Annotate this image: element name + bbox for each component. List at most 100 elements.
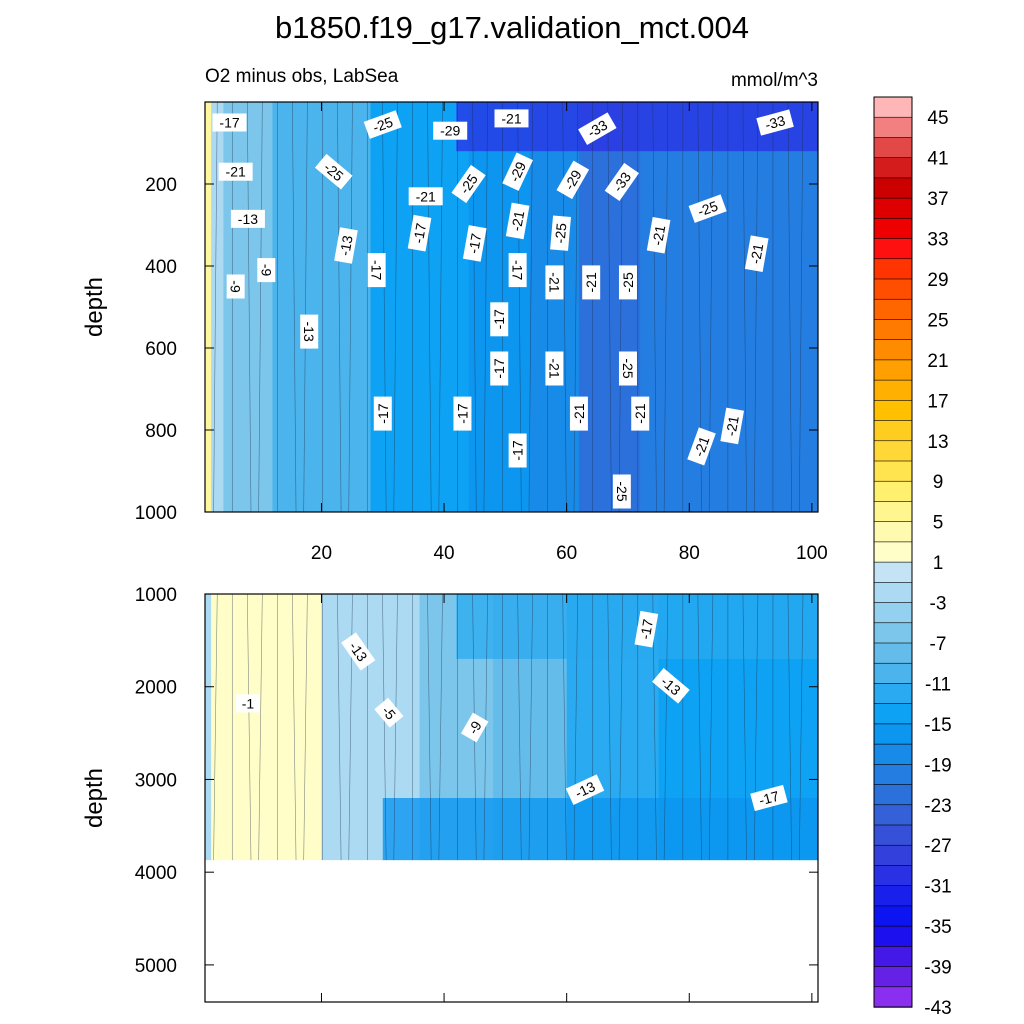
colorbar-box [873, 784, 913, 806]
colorbar-box [873, 319, 913, 341]
svg-text:-13: -13 [301, 321, 317, 341]
contour-line [246, 593, 252, 861]
colorbar-box [873, 662, 913, 685]
svg-text:-29: -29 [440, 123, 460, 139]
contour-label: -13 [300, 314, 319, 349]
contour-line [303, 101, 308, 513]
svg-text:-21: -21 [747, 242, 766, 265]
y-tick-label: 2000 [135, 678, 177, 699]
contour-line [258, 101, 263, 513]
contour-line [753, 101, 759, 513]
contour-label: -17 [490, 302, 509, 337]
colorbar-label: -19 [924, 755, 951, 776]
contour-label: -17 [750, 784, 788, 812]
svg-text:-13: -13 [573, 778, 598, 801]
colorbar-box [873, 137, 913, 159]
svg-text:-21: -21 [546, 272, 562, 292]
contour-label: -21 [582, 265, 601, 300]
colorbar-label: -15 [924, 715, 951, 736]
y-tick-label: 4000 [135, 863, 177, 884]
contour-label: -5 [374, 697, 404, 728]
contour-line [663, 593, 669, 861]
colorbar-box [873, 460, 913, 482]
svg-text:-17: -17 [510, 440, 526, 460]
colorbar-label: -11 [925, 674, 951, 695]
y-tick-label: 3000 [135, 770, 177, 791]
field-band [211, 594, 322, 861]
colorbar-box [873, 157, 913, 179]
contour-line [483, 593, 488, 861]
svg-text:-21: -21 [508, 209, 527, 232]
colorbar-box [873, 541, 913, 563]
colorbar-box [873, 298, 913, 321]
contour-line [562, 593, 567, 861]
svg-text:-1: -1 [242, 695, 255, 711]
colorbar-box [873, 238, 913, 260]
contour-line [382, 593, 387, 861]
colorbar-label: -7 [930, 634, 947, 655]
colorbar-box [873, 723, 913, 745]
contour-label: -17 [373, 396, 392, 431]
contour-line [427, 101, 432, 513]
svg-text:-13: -13 [238, 211, 258, 227]
contour-label: -25 [618, 351, 637, 386]
y-axis-label: depth [81, 277, 108, 337]
svg-text:-17: -17 [510, 260, 526, 280]
field-band [205, 594, 212, 861]
svg-text:-13: -13 [336, 234, 355, 257]
colorbar-box [873, 642, 913, 664]
field-band [370, 102, 470, 512]
svg-text:-25: -25 [552, 222, 570, 244]
contour-line [382, 101, 387, 513]
contour-label: -9 [460, 712, 489, 743]
svg-text:-33: -33 [763, 112, 787, 133]
colorbar-box [873, 582, 913, 604]
contour-line [652, 101, 657, 513]
svg-text:-21: -21 [649, 224, 668, 247]
y-tick-label: 1000 [135, 503, 177, 524]
colorbar-box [873, 197, 913, 220]
y-tick-label: 600 [145, 339, 177, 360]
svg-text:-21: -21 [416, 188, 436, 204]
svg-text:-21: -21 [723, 414, 742, 437]
colorbar-box [873, 339, 913, 361]
contour-line [438, 593, 443, 861]
colorbar-box [873, 359, 913, 381]
contour-label: -33 [756, 109, 794, 136]
colorbar-label: 25 [927, 310, 948, 331]
colorbar-box [873, 703, 913, 725]
svg-text:-25: -25 [614, 481, 630, 501]
colorbar-box [873, 521, 913, 543]
svg-text:-25: -25 [620, 358, 636, 378]
contour-line [438, 101, 443, 513]
colorbar-label: 41 [927, 149, 948, 170]
contour-line [787, 593, 792, 861]
svg-text:-21: -21 [501, 110, 521, 126]
svg-text:-21: -21 [571, 403, 587, 423]
contour-label: -9 [226, 274, 245, 299]
contour-line [292, 593, 297, 861]
contour-line [258, 593, 263, 861]
colorbar-box [873, 116, 913, 139]
svg-text:-17: -17 [454, 403, 470, 423]
contour-label: -17 [508, 253, 527, 288]
colorbar-box [873, 865, 913, 887]
svg-text:-17: -17 [491, 358, 507, 378]
contour-line [427, 593, 432, 861]
svg-text:-21: -21 [546, 358, 562, 378]
colorbar-label: 21 [927, 351, 948, 372]
contour-label: -17 [407, 214, 432, 252]
colorbar-box [873, 400, 913, 422]
contour-label: -29 [433, 121, 468, 140]
contour-label: -21 [545, 265, 564, 300]
colorbar-box [873, 258, 913, 280]
colorbar-label: -39 [924, 958, 951, 979]
colorbar-label: -3 [930, 594, 947, 615]
colorbar-label: 9 [933, 472, 944, 493]
colorbar-box [873, 905, 913, 927]
colorbar-box [873, 278, 913, 300]
svg-text:-29: -29 [506, 159, 529, 184]
svg-text:-17: -17 [369, 260, 385, 280]
